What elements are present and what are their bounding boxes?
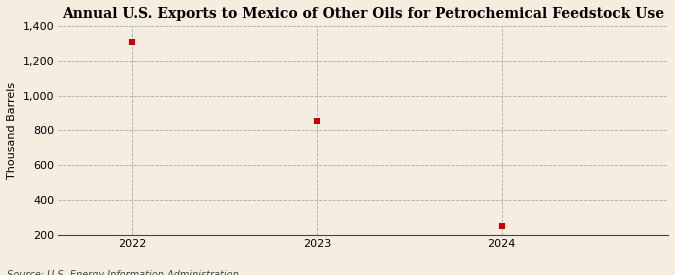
Point: [127, 40, 138, 44]
Title: Annual U.S. Exports to Mexico of Other Oils for Petrochemical Feedstock Use: Annual U.S. Exports to Mexico of Other O…: [62, 7, 664, 21]
Point: [312, 119, 323, 123]
Point: [496, 224, 507, 229]
Y-axis label: Thousand Barrels: Thousand Barrels: [7, 82, 17, 179]
Text: Source: U.S. Energy Information Administration: Source: U.S. Energy Information Administ…: [7, 271, 238, 275]
